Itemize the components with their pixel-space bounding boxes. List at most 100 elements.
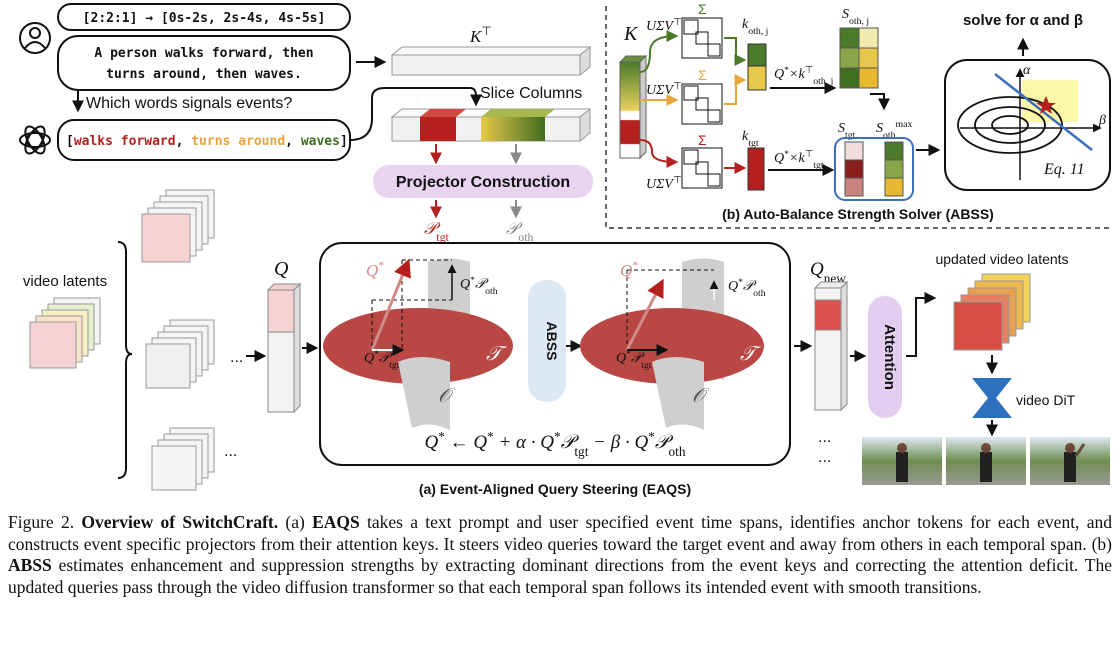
query-column (267, 289, 295, 333)
constraint-line (994, 73, 1093, 151)
caption-text: takes a text prompt and user specified e… (8, 512, 1112, 554)
graphic (141, 213, 191, 263)
arrow (639, 139, 679, 168)
sigma-label: Σ (698, 132, 707, 148)
ellipsis: ... (818, 449, 831, 466)
s-oth-matrix (839, 27, 879, 89)
svd-label: UΣV⊤ (646, 17, 682, 35)
math-text: Q (460, 277, 470, 292)
graphic (1064, 452, 1076, 482)
math-text: k (742, 17, 749, 32)
ellipsis: ... (224, 443, 237, 460)
math-sub: tgt (574, 444, 588, 459)
math-sub: tgt (641, 360, 652, 371)
s-tgt-column (844, 141, 864, 197)
user-icon (19, 22, 51, 54)
video-latents-label: video latents (23, 273, 107, 290)
math-text: UΣV (646, 19, 674, 34)
prompt-box (57, 35, 351, 91)
prompt-timing: [2:2:1] → [0s-2s, 2s-4s, 4s-5s] (83, 11, 326, 26)
s-max-label: Sothmax (876, 119, 912, 141)
math-text: K (469, 27, 483, 46)
math-sub: oth, j (813, 76, 833, 87)
graphic (981, 443, 991, 453)
math-sub: oth, j (748, 26, 768, 37)
math-sup: * (470, 275, 475, 286)
s-tgt-label: Stgt (838, 121, 856, 141)
math-text: Q (810, 259, 824, 280)
beta-label: β (1098, 113, 1106, 128)
prompt-line: turns around, then waves. (106, 67, 302, 82)
math-sup: ⊤ (481, 24, 491, 38)
graphic (1074, 443, 1086, 457)
optimum-star (1036, 96, 1056, 114)
event-token: walks forward (74, 134, 176, 149)
q-star: Q* (620, 258, 638, 280)
math-text: S (838, 121, 845, 136)
q-vector (625, 278, 664, 351)
brace (117, 241, 133, 479)
caption-bold: ABSS (8, 555, 52, 575)
sigma-label: Σ (698, 67, 707, 83)
graphic (858, 67, 879, 89)
ellipsis: ... (230, 349, 243, 366)
q-star: Q* (366, 258, 384, 280)
output-frames (862, 437, 1110, 485)
math-sup: max (896, 119, 913, 130)
k-oth-label: koth, j (742, 17, 768, 37)
dit-label: video DiT (1016, 392, 1076, 408)
graphic (858, 27, 879, 49)
graphic (884, 159, 904, 179)
projector-oth: 𝒫oth (506, 219, 534, 244)
updated-stack (953, 273, 1031, 351)
math-sup: * (648, 429, 655, 444)
math-sub: tgt (813, 160, 824, 171)
math-sup: * (378, 258, 384, 272)
graphic (24, 125, 46, 155)
divider (605, 6, 1112, 229)
math-text: − β · Q (588, 432, 648, 453)
k-oth-column (747, 43, 767, 67)
math-sup: * (632, 258, 638, 272)
math-text: ×k (789, 67, 805, 82)
q-k-tgt: Q*×k⊤tgt (774, 149, 824, 171)
projector-tgt: 𝒫tgt (424, 219, 450, 244)
key-column (619, 61, 641, 159)
ellipsis: ... (818, 429, 831, 446)
bracket: ] (340, 134, 348, 149)
math-sup: ⊤ (805, 149, 814, 160)
math-sup: * (487, 429, 494, 444)
math-text: Q (774, 67, 784, 82)
math-sup: ⊤ (673, 175, 682, 186)
q-k-oth: Q*×k⊤oth, j (774, 65, 833, 87)
abss-key-label: K (623, 23, 639, 45)
abss-pill (528, 280, 566, 402)
caption-text: Figure 2. (8, 512, 82, 532)
arrow (906, 292, 937, 357)
oth-plane (398, 357, 450, 430)
math-text: UΣV (646, 83, 674, 98)
event-slice (481, 117, 545, 141)
eaqs-title: (a) Event-Aligned Query Steering (EAQS) (419, 481, 691, 497)
math-text: Q (620, 261, 632, 280)
caption-text: (a) (278, 512, 313, 532)
abss-pill-label: ABSS (544, 322, 560, 361)
math-sup: * (374, 349, 379, 360)
math-text: + α · Q (494, 432, 555, 453)
graphic (897, 443, 907, 453)
caption-bold: Overview of SwitchCraft. (81, 512, 279, 532)
separator: , (285, 134, 301, 149)
query-new-column (814, 299, 842, 331)
key-column (639, 54, 647, 160)
math-sup: * (784, 65, 789, 76)
sliced-bar (579, 107, 591, 143)
s-max-column (884, 141, 904, 197)
q-vector (370, 258, 411, 351)
math-text: k (742, 129, 749, 144)
math-sup: ⊤ (805, 65, 814, 76)
attention-pill (868, 296, 902, 418)
key-bar (390, 46, 592, 56)
balance-box (834, 137, 914, 201)
math-sub: oth (669, 444, 686, 459)
